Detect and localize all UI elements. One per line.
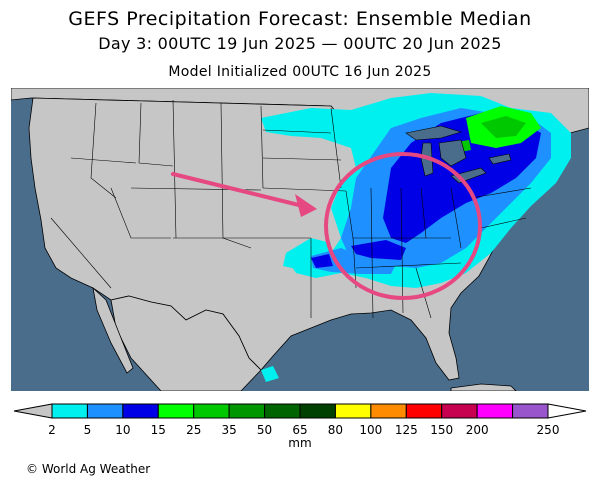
legend-swatch (193, 403, 230, 419)
color-legend: 2 5 10 15 25 35 50 65 80 100 125 150 200 250 (13, 403, 587, 437)
legend-tick-label: 5 (84, 423, 92, 437)
legend-tick-label: 35 (222, 423, 237, 437)
legend-high-arrow (547, 403, 587, 419)
baja-land (92, 286, 134, 374)
legend-swatch (228, 403, 266, 419)
legend-tick-label: 65 (292, 423, 307, 437)
legend-tick-label: 80 (328, 423, 343, 437)
legend-swatch (51, 403, 88, 419)
legend-swatch (370, 403, 407, 419)
legend-tick-label: 50 (257, 423, 272, 437)
precip-25-35 (481, 116, 526, 138)
lake-huron (438, 139, 467, 167)
legend-swatch (512, 403, 549, 419)
legend-tick-label: 2 (48, 423, 56, 437)
legend-tick-label: 150 (430, 423, 453, 437)
precip-2-5-gulf (261, 366, 279, 382)
legend-swatch (476, 403, 514, 419)
legend-low-arrow (13, 403, 53, 419)
legend-tick-label: 100 (359, 423, 382, 437)
legend-swatch (334, 403, 372, 419)
credit-label: © World Ag Weather (23, 461, 154, 477)
mexico-land (110, 295, 262, 391)
precip-map: © World Ag Weather (11, 88, 589, 477)
state-borders (50, 99, 532, 319)
precip-10-15-plains (311, 254, 333, 268)
legend-swatch (157, 403, 195, 419)
precip-10-15-tn (351, 240, 406, 260)
annotation-circle (324, 152, 482, 300)
legend-tick-label: 10 (115, 423, 130, 437)
legend-tick-label: 250 (537, 423, 560, 437)
lake-ontario (488, 153, 512, 165)
chart-title: GEFS Precipitation Forecast: Ensemble Me… (68, 8, 532, 30)
legend-tick-label: 25 (186, 423, 201, 437)
cuba-land (450, 383, 517, 391)
legend-swatch (441, 403, 478, 419)
legend-tick-label: 125 (395, 423, 418, 437)
legend-swatch (122, 403, 159, 419)
legend-swatch (405, 403, 443, 419)
chart-subtitle: Day 3: 00UTC 19 Jun 2025 — 00UTC 20 Jun … (98, 34, 502, 53)
legend-swatch (86, 403, 124, 419)
legend-swatch (299, 403, 336, 419)
lake-superior (405, 125, 463, 141)
legend-tick-label: 200 (466, 423, 489, 437)
model-init-label: Model Initialized 00UTC 16 Jun 2025 (168, 64, 432, 80)
legend-tick-label: 15 (151, 423, 166, 437)
legend-swatch (264, 403, 301, 419)
legend-unit: mm (288, 436, 312, 450)
annotation-arrow (171, 172, 317, 217)
